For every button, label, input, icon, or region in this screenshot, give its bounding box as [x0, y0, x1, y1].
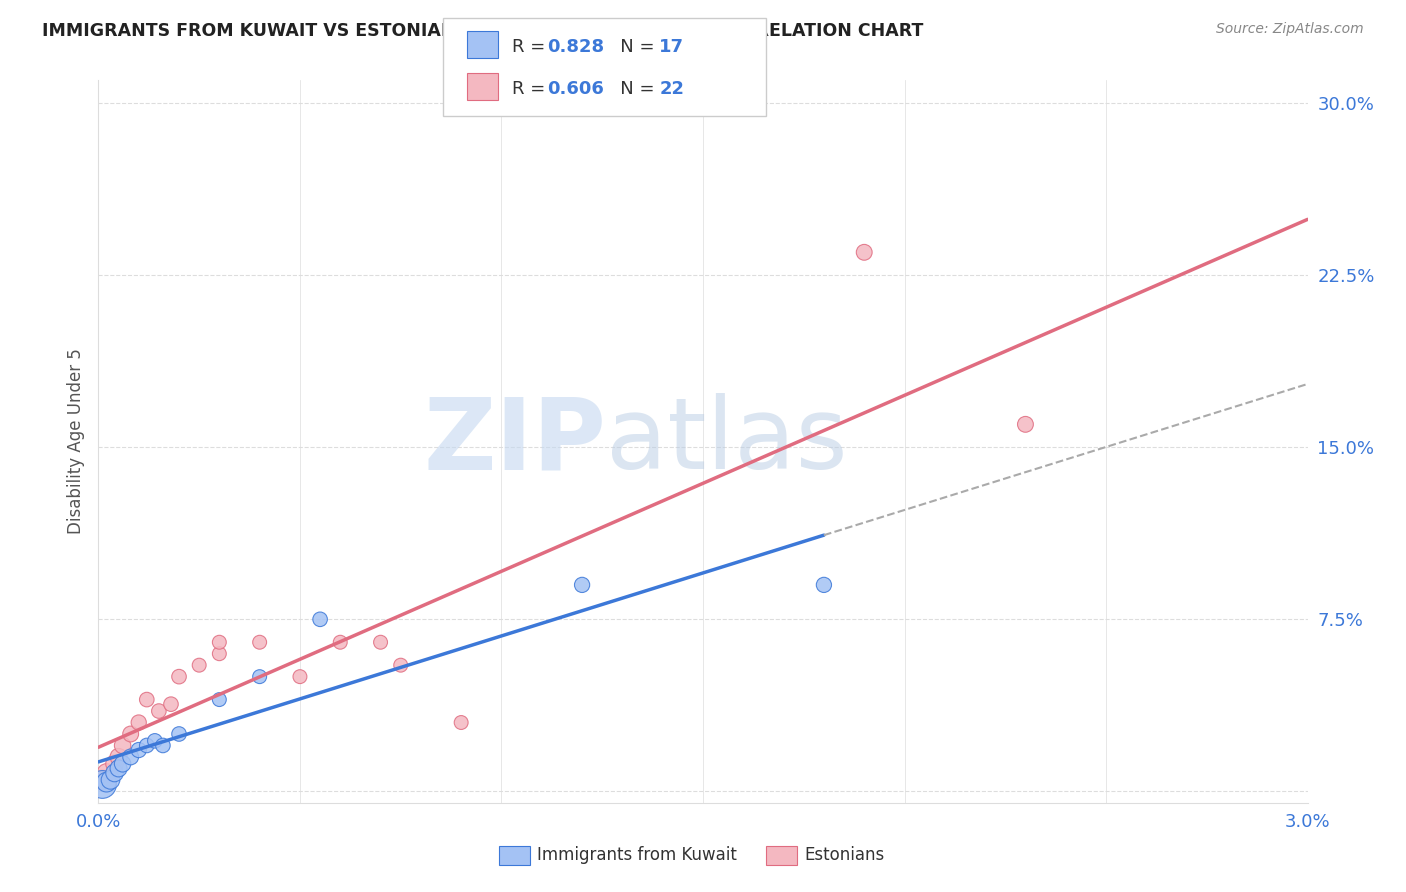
Point: [571, 578, 593, 592]
Text: R =: R =: [512, 80, 551, 98]
Text: R =: R =: [512, 38, 551, 56]
Point: [167, 727, 190, 741]
Point: [96, 775, 118, 789]
Point: [152, 739, 174, 753]
Text: atlas: atlas: [606, 393, 848, 490]
Text: 17: 17: [659, 38, 685, 56]
Text: Source: ZipAtlas.com: Source: ZipAtlas.com: [1216, 22, 1364, 37]
Point: [389, 658, 412, 673]
Point: [135, 739, 157, 753]
Point: [128, 715, 150, 730]
Point: [288, 670, 311, 684]
Point: [1014, 417, 1036, 432]
Y-axis label: Disability Age Under 5: Disability Age Under 5: [66, 349, 84, 534]
Text: 0.828: 0.828: [547, 38, 605, 56]
Point: [249, 670, 271, 684]
Point: [107, 761, 129, 775]
Point: [100, 772, 122, 787]
Text: 22: 22: [659, 80, 685, 98]
Text: 0.606: 0.606: [547, 80, 603, 98]
Point: [91, 777, 114, 791]
Point: [813, 578, 835, 592]
Text: Estonians: Estonians: [804, 847, 884, 864]
Text: N =: N =: [603, 38, 661, 56]
Text: ZIP: ZIP: [423, 393, 606, 490]
Point: [111, 756, 134, 771]
Point: [853, 245, 876, 260]
Text: N =: N =: [603, 80, 661, 98]
Point: [370, 635, 392, 649]
Point: [208, 692, 231, 706]
Point: [111, 739, 134, 753]
Point: [160, 697, 183, 711]
Point: [91, 772, 114, 787]
Point: [135, 692, 157, 706]
Text: Immigrants from Kuwait: Immigrants from Kuwait: [537, 847, 737, 864]
Point: [208, 635, 231, 649]
Point: [96, 766, 118, 780]
Point: [450, 715, 472, 730]
Point: [120, 750, 142, 764]
Point: [329, 635, 352, 649]
Point: [188, 658, 211, 673]
Point: [208, 647, 231, 661]
Point: [103, 756, 125, 771]
Point: [120, 727, 142, 741]
Point: [107, 750, 129, 764]
Point: [103, 766, 125, 780]
Text: IMMIGRANTS FROM KUWAIT VS ESTONIAN DISABILITY AGE UNDER 5 CORRELATION CHART: IMMIGRANTS FROM KUWAIT VS ESTONIAN DISAB…: [42, 22, 924, 40]
Point: [128, 743, 150, 757]
Point: [148, 704, 170, 718]
Point: [249, 635, 271, 649]
Point: [167, 670, 190, 684]
Point: [143, 734, 166, 748]
Point: [309, 612, 332, 626]
